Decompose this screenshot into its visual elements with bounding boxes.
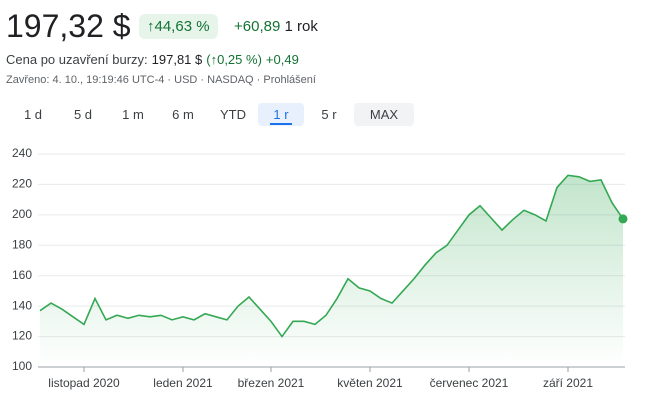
area	[40, 175, 623, 367]
after-hours: Cena po uzavření burzy: 197,81 $ (↑0,25 %)…	[6, 52, 299, 67]
x-tick-label: březen 2021	[238, 376, 305, 390]
price: 197,32 $	[6, 8, 131, 44]
x-tick-label: leden 2021	[153, 376, 213, 390]
range-button[interactable]: 1 r	[258, 103, 304, 126]
arrow-icon: ↑	[210, 52, 218, 67]
disclaimer-link[interactable]: Prohlášení	[263, 74, 316, 86]
line	[39, 174, 624, 338]
ah-label: Cena po uzavření burzy:	[6, 52, 148, 67]
change-badge: ↑44,63 %	[139, 14, 218, 39]
x-tick-label: listopad 2020	[48, 376, 120, 390]
period: 1 rok	[284, 18, 318, 35]
x-tick-label: červenec 2021	[430, 376, 509, 390]
ah-change-pct: 0,25 %)	[217, 52, 262, 67]
y-tick-label: 100	[12, 359, 32, 373]
y-tick-label: 220	[12, 177, 32, 191]
meta-text: Zavřeno: 4. 10., 19:19:46 UTC-4 · USD · …	[6, 74, 261, 86]
change-abs: +60,89	[234, 18, 281, 35]
x-tick-label: září 2021	[543, 376, 593, 390]
ah-price: 197,81 $	[151, 52, 203, 67]
y-tick-label: 240	[12, 146, 32, 160]
ah-pct: (↑0,25 %)	[206, 52, 262, 67]
y-tick-label: 120	[12, 329, 32, 343]
arrow-icon: ↑	[147, 18, 155, 35]
range-button[interactable]: 5 d	[73, 107, 93, 122]
y-tick-label: 180	[12, 237, 32, 251]
meta: Zavřeno: 4. 10., 19:19:46 UTC-4 · USD · …	[6, 74, 316, 86]
range-button[interactable]: 6 m	[172, 107, 194, 122]
range-button[interactable]: 5 r	[321, 107, 337, 122]
ah-open: (	[206, 52, 211, 67]
range-button[interactable]: MAX	[354, 103, 414, 126]
range-button[interactable]: YTD	[220, 107, 246, 122]
x-tick-label: květen 2021	[337, 376, 403, 390]
y-tick-label: 140	[12, 298, 32, 312]
range-buttons: 1 d 5 d 1 m 6 m YTD 1 r 5 r MAX	[8, 103, 414, 126]
change-pct: 44,63 %	[154, 18, 210, 35]
change: +60,89 1 rok	[234, 18, 318, 35]
y-tick-label: 200	[12, 207, 32, 221]
end-dot	[618, 214, 628, 224]
ah-change-abs: +0,49	[265, 52, 299, 67]
range-button[interactable]: 1 d	[23, 107, 43, 122]
range-button[interactable]: 1 m	[122, 107, 144, 122]
y-tick-label: 160	[12, 268, 32, 282]
